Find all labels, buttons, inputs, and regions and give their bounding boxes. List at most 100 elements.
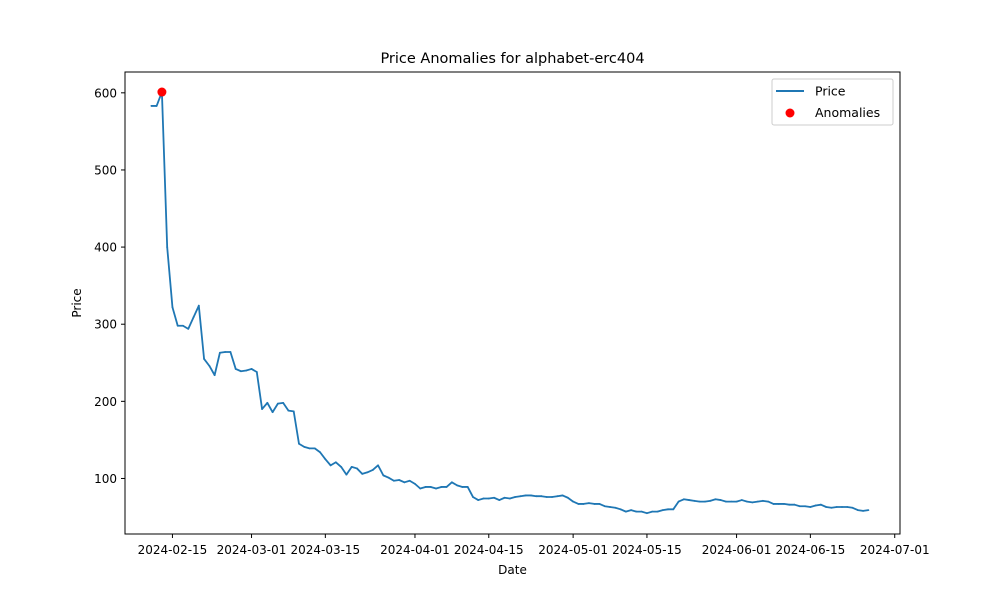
price-data-point (572, 500, 575, 503)
price-data-point (577, 503, 580, 505)
price-data-point (830, 506, 833, 509)
price-data-point (730, 500, 733, 503)
x-tick-label: 2024-06-15 (775, 543, 845, 557)
price-data-point (783, 503, 785, 505)
price-data-point (519, 495, 522, 498)
x-tick-label: 2024-03-01 (217, 543, 287, 557)
x-tick-label: 2024-05-01 (538, 543, 608, 557)
x-tick-label: 2024-02-15 (138, 543, 208, 557)
x-tick-label: 2024-06-01 (702, 543, 772, 557)
price-data-point (762, 499, 764, 502)
y-tick-label: 100 (94, 472, 117, 486)
price-data-point (582, 503, 585, 505)
price-data-point (719, 499, 722, 501)
plot-area-frame (124, 71, 901, 535)
price-data-point (535, 495, 538, 498)
price-data-point (746, 500, 749, 503)
price-data-point (493, 496, 495, 499)
price-data-point (651, 510, 654, 513)
price-data-point (820, 503, 822, 506)
price-data-point (667, 508, 669, 511)
price-data-point (334, 461, 337, 464)
price-data-point (150, 105, 153, 107)
y-tick-label: 200 (94, 395, 117, 409)
price-data-point (603, 505, 606, 508)
price-data-point (619, 508, 622, 511)
price-data-point (308, 447, 311, 450)
price-data-point (561, 494, 564, 497)
price-data-point (282, 401, 285, 404)
price-data-point (814, 504, 817, 507)
price-data-point (456, 484, 459, 487)
price-data-point (556, 495, 559, 498)
price-data-point (271, 411, 274, 414)
price-data-point (377, 464, 379, 467)
price-data-point (740, 499, 743, 501)
price-data-point (646, 512, 648, 515)
price-data-point (862, 509, 864, 512)
price-data-point (208, 364, 211, 367)
price-data-point (292, 410, 295, 413)
price-data-point (392, 479, 395, 482)
y-tick-label: 600 (94, 86, 117, 100)
price-data-point (798, 505, 801, 508)
price-data-point (176, 324, 179, 327)
price-data-point (846, 506, 849, 508)
price-data-point (598, 503, 601, 505)
price-data-point (508, 497, 511, 500)
price-data-point (856, 509, 859, 511)
price-data-point (698, 500, 701, 503)
x-axis-ticks: 2024-02-15 2024-03-01 2024-03-15 2024-04-01… (138, 534, 930, 557)
price-data-point (609, 506, 611, 508)
y-axis-label: Price (70, 288, 84, 317)
price-data-point (298, 442, 300, 445)
y-tick-label: 500 (94, 163, 117, 177)
price-data-point (276, 402, 279, 405)
price-data-point (630, 509, 633, 511)
price-data-point (772, 503, 775, 505)
price-data-point (171, 306, 174, 309)
price-data-point (245, 369, 248, 372)
price-data-point (788, 503, 791, 506)
x-tick-label: 2024-05-15 (612, 543, 682, 557)
price-data-point (450, 481, 453, 484)
price-data-point (345, 473, 348, 476)
price-data-point (197, 304, 200, 307)
price-data-point (503, 496, 506, 499)
price-data-point (835, 506, 838, 508)
price-data-point (624, 510, 627, 513)
price-data-point (429, 486, 432, 488)
price-data-point (714, 498, 717, 501)
price-data-point (614, 506, 617, 509)
price-data-point (777, 503, 780, 505)
price-data-point (498, 499, 501, 501)
price-data-point (466, 486, 469, 488)
price-data-point (213, 374, 216, 377)
legend-anomalies-swatch (785, 108, 795, 118)
price-data-point (851, 506, 854, 509)
price-data-point (640, 510, 643, 513)
price-data-point (166, 246, 169, 248)
price-data-point (709, 499, 712, 502)
price-data-point (435, 487, 437, 490)
price-data-point (482, 497, 485, 500)
x-tick-label: 2024-04-15 (454, 543, 524, 557)
price-data-point (218, 351, 221, 354)
price-data-point (350, 465, 353, 468)
price-data-point (656, 510, 659, 513)
price-data-point (329, 464, 332, 467)
price-data-point (688, 499, 691, 501)
price-data-point (387, 476, 390, 479)
x-tick-label: 2024-07-01 (860, 543, 930, 557)
price-data-point (440, 486, 443, 488)
price-data-point (593, 503, 596, 505)
price-data-point (693, 499, 696, 502)
price-data-point (361, 472, 364, 475)
price-data-point (424, 486, 427, 488)
price-data-point (487, 497, 490, 500)
price-data-point (524, 494, 527, 497)
price-data-point (704, 500, 706, 503)
price-data-point (303, 445, 306, 448)
price-data-point (255, 371, 258, 373)
